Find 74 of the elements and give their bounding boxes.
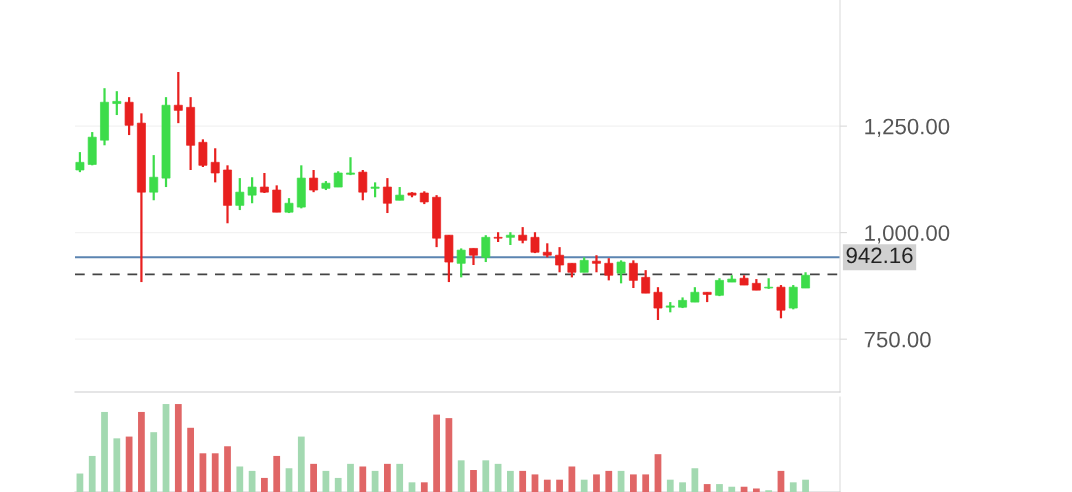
- candlestick: [776, 283, 786, 320]
- candlestick: [309, 168, 319, 194]
- bar: [347, 463, 354, 492]
- candlestick: [346, 156, 355, 177]
- bar: [666, 479, 674, 492]
- bar: [679, 482, 686, 492]
- bar: [482, 460, 490, 492]
- bar: [236, 466, 244, 492]
- bar: [556, 479, 563, 492]
- candlestick: [616, 259, 626, 285]
- bar: [802, 479, 809, 492]
- bar: [174, 404, 182, 492]
- candlestick: [272, 184, 282, 214]
- bar: [273, 455, 281, 492]
- bar: [752, 488, 760, 492]
- candlestick: [173, 70, 183, 125]
- bar: [88, 455, 96, 492]
- candlestick: [112, 90, 122, 117]
- bar: [457, 460, 465, 492]
- bar: [593, 474, 600, 492]
- bar: [384, 463, 391, 492]
- bar: [310, 463, 317, 492]
- bar: [568, 466, 576, 492]
- bar: [101, 411, 108, 492]
- bar: [531, 474, 539, 492]
- candlestick: [382, 176, 392, 215]
- bar: [138, 411, 145, 492]
- bar: [211, 453, 219, 492]
- bar: [224, 446, 231, 492]
- bar: [433, 414, 440, 492]
- candlestick: [788, 283, 798, 311]
- bar: [334, 477, 342, 492]
- bar: [113, 438, 121, 492]
- bar: [470, 470, 477, 492]
- bar: [261, 477, 268, 492]
- bar: [642, 474, 650, 492]
- bar: [728, 486, 736, 492]
- bar: [629, 474, 637, 492]
- candlestick: [592, 254, 601, 274]
- candlestick: [641, 269, 651, 295]
- bar: [150, 432, 158, 492]
- y-tick-label: 1,000.00: [865, 225, 950, 244]
- candlestick: [653, 286, 663, 322]
- candlestick: [456, 247, 466, 279]
- bar: [420, 482, 428, 492]
- ref-line-label: 942.16: [846, 247, 913, 264]
- y-tick-label: 750.00: [864, 331, 931, 348]
- y-tick-label: 1,250.00: [865, 118, 950, 138]
- bar: [297, 436, 305, 492]
- candlestick: [247, 176, 257, 205]
- candlestick: [75, 151, 85, 174]
- candlestick: [198, 138, 208, 169]
- candlestick: [481, 234, 491, 264]
- bar: [408, 482, 416, 492]
- bar: [789, 482, 797, 492]
- bar: [691, 468, 699, 492]
- bar: [716, 484, 723, 492]
- bar: [605, 470, 613, 492]
- bar: [507, 470, 514, 492]
- bar: [187, 427, 194, 492]
- candlestick: [358, 168, 368, 202]
- bar: [359, 466, 367, 492]
- bar: [543, 479, 551, 492]
- bar: [580, 479, 588, 492]
- candlestick: [210, 147, 220, 184]
- candlestick: [235, 176, 245, 212]
- bar: [519, 470, 527, 492]
- candlestick: [149, 153, 159, 202]
- candlestick: [555, 246, 564, 274]
- candlestick: [124, 96, 134, 137]
- candlestick: [604, 257, 614, 282]
- candlestick: [628, 259, 638, 290]
- bar: [703, 484, 711, 492]
- bar: [396, 463, 404, 492]
